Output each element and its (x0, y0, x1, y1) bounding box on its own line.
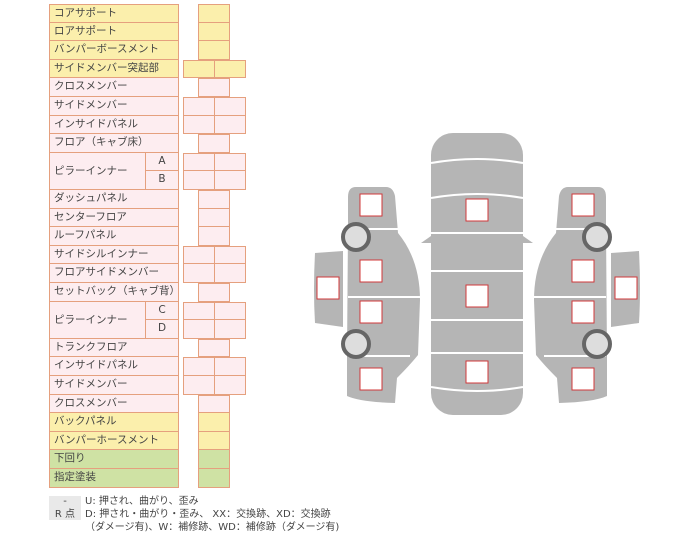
rating-cell[interactable] (214, 301, 246, 321)
rating-cell[interactable] (198, 78, 230, 97)
wheel-icon (582, 222, 612, 252)
legend-item: - U: 押され、曲がり、歪み (49, 492, 199, 507)
rating-cell[interactable] (198, 469, 230, 488)
rating-cell[interactable] (214, 320, 246, 339)
wheel-icon (341, 329, 371, 359)
rating-cell[interactable] (214, 152, 246, 172)
rating-cell[interactable] (198, 283, 230, 302)
rating-cell[interactable] (198, 394, 230, 414)
row-label: ロアサポート (49, 22, 179, 42)
legend-key: - (49, 496, 81, 507)
legend-key: R 点 (49, 505, 81, 520)
marker-box[interactable] (359, 259, 383, 283)
row-label: フロアサイドメンバー (49, 264, 179, 283)
rating-cell[interactable] (198, 450, 230, 469)
row-label: インサイドパネル (49, 357, 179, 376)
rating-cell[interactable] (198, 413, 230, 432)
marker-box[interactable] (465, 284, 489, 308)
marker-box[interactable] (571, 193, 595, 217)
wheel-icon (582, 329, 612, 359)
marker-box[interactable] (571, 259, 595, 283)
row-label: トランクフロア (49, 338, 179, 358)
row-label: インサイドパネル (49, 115, 179, 135)
row-label: バンパーボースメント (49, 41, 179, 60)
rating-cell[interactable] (198, 41, 230, 60)
row-label: バックパネル (49, 413, 179, 432)
rating-cell[interactable] (214, 264, 246, 283)
row-label: ルーフパネル (49, 227, 179, 246)
rating-cell[interactable] (198, 4, 230, 23)
wheel-icon (341, 222, 371, 252)
rating-cell[interactable] (214, 59, 246, 79)
row-label: フロア（キャブ床） (49, 134, 179, 153)
marker-box[interactable] (571, 300, 595, 324)
wheels (341, 222, 612, 359)
marker-box[interactable] (359, 193, 383, 217)
row-label: センターフロア (49, 208, 179, 228)
pillar-sub-label: A (145, 152, 179, 172)
row-label: サイドメンバー (49, 97, 179, 116)
rating-cell[interactable] (214, 115, 246, 135)
rating-cell[interactable] (214, 171, 246, 190)
marker-box[interactable] (359, 367, 383, 391)
rating-cell[interactable] (214, 245, 246, 265)
marker-box[interactable] (571, 367, 595, 391)
row-label: セットバック（キャブ背） (49, 283, 179, 302)
rating-cell[interactable] (214, 97, 246, 116)
mirror-left (421, 236, 431, 243)
row-label: バンパーホースメント (49, 431, 179, 451)
rating-cell[interactable] (198, 338, 230, 358)
pillar-sub-label: D (145, 320, 179, 339)
row-label: サイドシルインナー (49, 245, 179, 265)
mirror-right (523, 236, 533, 243)
row-label: ダッシュパネル (49, 190, 179, 209)
marker-box[interactable] (465, 360, 489, 384)
car-left-side (347, 187, 420, 403)
row-label: サイドメンバー (49, 376, 179, 395)
row-label: 下回り (49, 450, 179, 469)
legend-item: （ダメージ有)、W：補修跡、WD：補修跡（ダメージ有) (49, 518, 339, 533)
pillar-sub-label: B (145, 171, 179, 190)
row-label: コアサポート (49, 4, 179, 23)
legend-text: D: 押され・曲がり・歪み、 XX：交換跡、XD：交換跡 (85, 509, 331, 520)
marker-box[interactable] (359, 300, 383, 324)
pillar-sub-label: C (145, 301, 179, 321)
rating-cell[interactable] (214, 357, 246, 376)
rating-cell[interactable] (198, 431, 230, 451)
row-label: クロスメンバー (49, 78, 179, 97)
rating-cell[interactable] (198, 134, 230, 153)
legend-text: U: 押され、曲がり、歪み (85, 496, 199, 507)
car-top-body (431, 133, 523, 415)
legend-item: R 点 D: 押され・曲がり・歪み、 XX：交換跡、XD：交換跡 (49, 505, 331, 520)
rating-cell[interactable] (198, 22, 230, 42)
rating-cell[interactable] (198, 208, 230, 228)
rating-cell[interactable] (198, 227, 230, 246)
rating-cell[interactable] (214, 376, 246, 395)
legend-text: （ダメージ有)、W：補修跡、WD：補修跡（ダメージ有) (85, 522, 340, 533)
marker-box[interactable] (465, 198, 489, 222)
car-right-side (534, 187, 607, 403)
row-label: サイドメンバー突起部 (49, 59, 179, 79)
row-label: クロスメンバー (49, 394, 179, 414)
marker-box[interactable] (316, 276, 340, 300)
marker-box[interactable] (614, 276, 638, 300)
rating-cell[interactable] (198, 190, 230, 209)
row-label: 指定塗装 (49, 469, 179, 488)
